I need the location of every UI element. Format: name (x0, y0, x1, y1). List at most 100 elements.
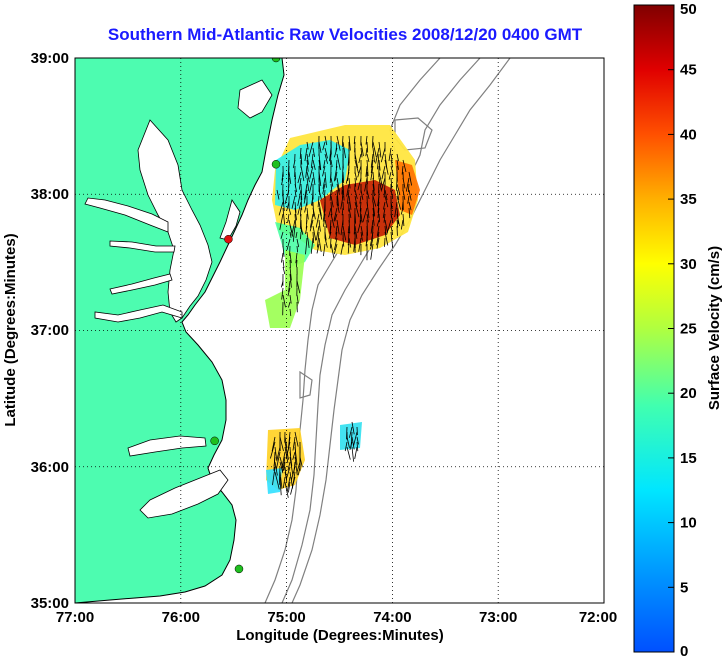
velocity-vector (407, 195, 410, 204)
velocity-vector (354, 446, 358, 460)
velocity-vector (380, 147, 386, 163)
velocity-vector (366, 153, 370, 163)
radar-station-marker (210, 436, 219, 446)
velocity-vector (336, 189, 339, 207)
velocity-vector (323, 159, 326, 169)
colorbar-tick-label: 40 (680, 126, 697, 143)
velocity-vector (296, 259, 298, 268)
velocity-vector (281, 177, 284, 186)
velocity-vector (347, 189, 350, 204)
velocity-vector (288, 301, 291, 308)
colorbar-tick-label: 35 (680, 191, 697, 208)
velocity-vector (312, 231, 315, 244)
velocity-vector (279, 461, 284, 474)
velocity-vector (384, 231, 389, 246)
velocity-vector (296, 294, 299, 304)
velocity-vector (354, 177, 357, 187)
velocity-vector (282, 456, 286, 472)
colorbar-tick-label: 10 (680, 515, 697, 532)
velocity-vector (300, 183, 303, 201)
velocity-vector (297, 201, 302, 215)
velocity-vector (318, 189, 322, 200)
velocity-vector (282, 259, 285, 268)
velocity-vector (388, 171, 392, 180)
velocity-vector (390, 231, 394, 248)
map-plot-area (75, 58, 604, 603)
velocity-vector (342, 237, 345, 247)
velocity-vector (336, 153, 341, 170)
velocity-vector (360, 141, 364, 157)
velocity-vector (358, 153, 362, 164)
velocity-vector (276, 446, 281, 462)
velocity-vector (289, 224, 294, 237)
velocity-vector (310, 213, 314, 228)
velocity-vector (358, 237, 362, 252)
velocity-vector (396, 189, 400, 200)
velocity-vector (356, 441, 359, 452)
velocity-vector (290, 466, 296, 481)
velocity-vector (330, 243, 335, 258)
velocity-vector (299, 456, 303, 468)
velocity-vector (318, 201, 322, 217)
velocity-vector (294, 171, 296, 180)
velocity-vector (289, 471, 294, 489)
velocity-patch-hot-core (320, 180, 400, 245)
velocity-vector (378, 177, 382, 192)
colorbar-label: Surface Velocity (cm/s) (706, 246, 723, 410)
velocity-vector (329, 147, 332, 162)
velocity-vector (365, 165, 368, 177)
velocity-vector (342, 225, 347, 241)
velocity-vector (318, 237, 322, 253)
velocity-vector (394, 201, 398, 218)
velocity-vector (287, 461, 291, 471)
velocity-vector (315, 213, 320, 228)
velocity-vector (372, 183, 375, 197)
velocity-vector (329, 225, 332, 235)
velocity-vector (342, 183, 345, 201)
x-tick-label: 72:00 (579, 609, 617, 626)
velocity-vector (401, 165, 404, 175)
velocity-vector (372, 177, 375, 191)
velocity-vector (284, 481, 289, 498)
velocity-vector (310, 237, 314, 254)
velocity-vector (297, 466, 301, 476)
velocity-vector (315, 225, 320, 241)
velocity-vector (318, 159, 321, 170)
velocity-vector (362, 207, 368, 223)
velocity-vector (347, 153, 350, 166)
velocity-vector (353, 431, 358, 446)
velocity-vector (388, 147, 392, 161)
map-title: Southern Mid-Atlantic Raw Velocities 200… (108, 25, 583, 44)
velocity-vector (401, 201, 404, 210)
plot-frame (74, 57, 605, 604)
velocity-vector (300, 231, 302, 240)
velocity-vector (283, 461, 286, 471)
y-tick-label: 38:00 (31, 186, 69, 203)
x-tick-label: 73:00 (479, 609, 517, 626)
velocity-vector (329, 189, 332, 201)
velocity-vector (305, 219, 308, 229)
velocity-vector (365, 147, 368, 157)
velocity-vector (316, 243, 320, 254)
x-axis-label: Longitude (Degrees:Minutes) (236, 627, 444, 644)
velocity-vector (275, 451, 281, 470)
velocity-vector (396, 183, 401, 195)
radar-stations (210, 58, 281, 574)
velocity-vector (279, 436, 284, 452)
velocity-vector (354, 201, 360, 218)
velocity-vector (386, 219, 392, 236)
velocity-vector (323, 213, 326, 227)
velocity-vector (281, 280, 284, 288)
velocity-vector (322, 165, 326, 177)
delaware-bay (237, 79, 273, 119)
colorbar-tick-label: 5 (680, 579, 688, 596)
velocity-vector (376, 225, 380, 237)
velocity-vector (370, 231, 374, 246)
velocity-vector (381, 165, 386, 180)
velocity-vector (378, 171, 383, 186)
velocity-vector (282, 245, 285, 257)
velocity-vector (372, 135, 374, 148)
velocity-vector (396, 195, 401, 210)
velocity-vector (382, 207, 386, 219)
